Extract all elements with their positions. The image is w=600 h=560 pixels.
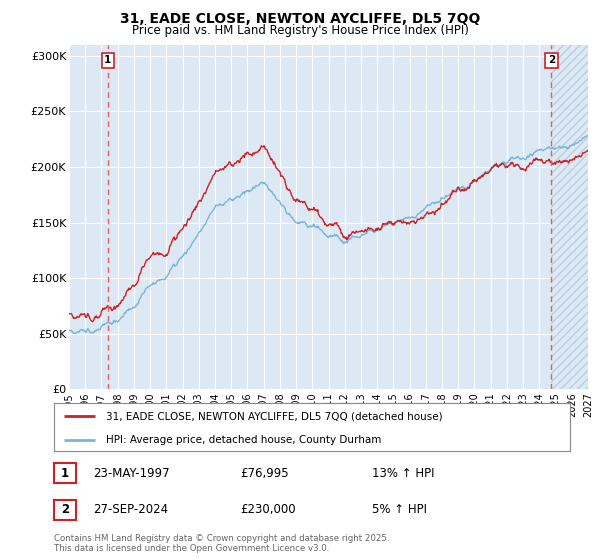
Text: 27-SEP-2024: 27-SEP-2024 xyxy=(93,503,168,516)
Text: 13% ↑ HPI: 13% ↑ HPI xyxy=(372,466,434,480)
Text: 31, EADE CLOSE, NEWTON AYCLIFFE, DL5 7QQ (detached house): 31, EADE CLOSE, NEWTON AYCLIFFE, DL5 7QQ… xyxy=(106,411,442,421)
Text: 2: 2 xyxy=(61,503,69,516)
Text: 2: 2 xyxy=(548,55,555,65)
Text: 31, EADE CLOSE, NEWTON AYCLIFFE, DL5 7QQ: 31, EADE CLOSE, NEWTON AYCLIFFE, DL5 7QQ xyxy=(120,12,480,26)
Text: HPI: Average price, detached house, County Durham: HPI: Average price, detached house, Coun… xyxy=(106,435,381,445)
Text: Contains HM Land Registry data © Crown copyright and database right 2025.
This d: Contains HM Land Registry data © Crown c… xyxy=(54,534,389,553)
Text: 5% ↑ HPI: 5% ↑ HPI xyxy=(372,503,427,516)
Text: 1: 1 xyxy=(61,466,69,480)
Text: £230,000: £230,000 xyxy=(240,503,296,516)
Text: 23-MAY-1997: 23-MAY-1997 xyxy=(93,466,170,480)
Text: £76,995: £76,995 xyxy=(240,466,289,480)
Bar xyxy=(551,45,588,389)
Text: 1: 1 xyxy=(104,55,112,65)
Text: Price paid vs. HM Land Registry's House Price Index (HPI): Price paid vs. HM Land Registry's House … xyxy=(131,24,469,36)
